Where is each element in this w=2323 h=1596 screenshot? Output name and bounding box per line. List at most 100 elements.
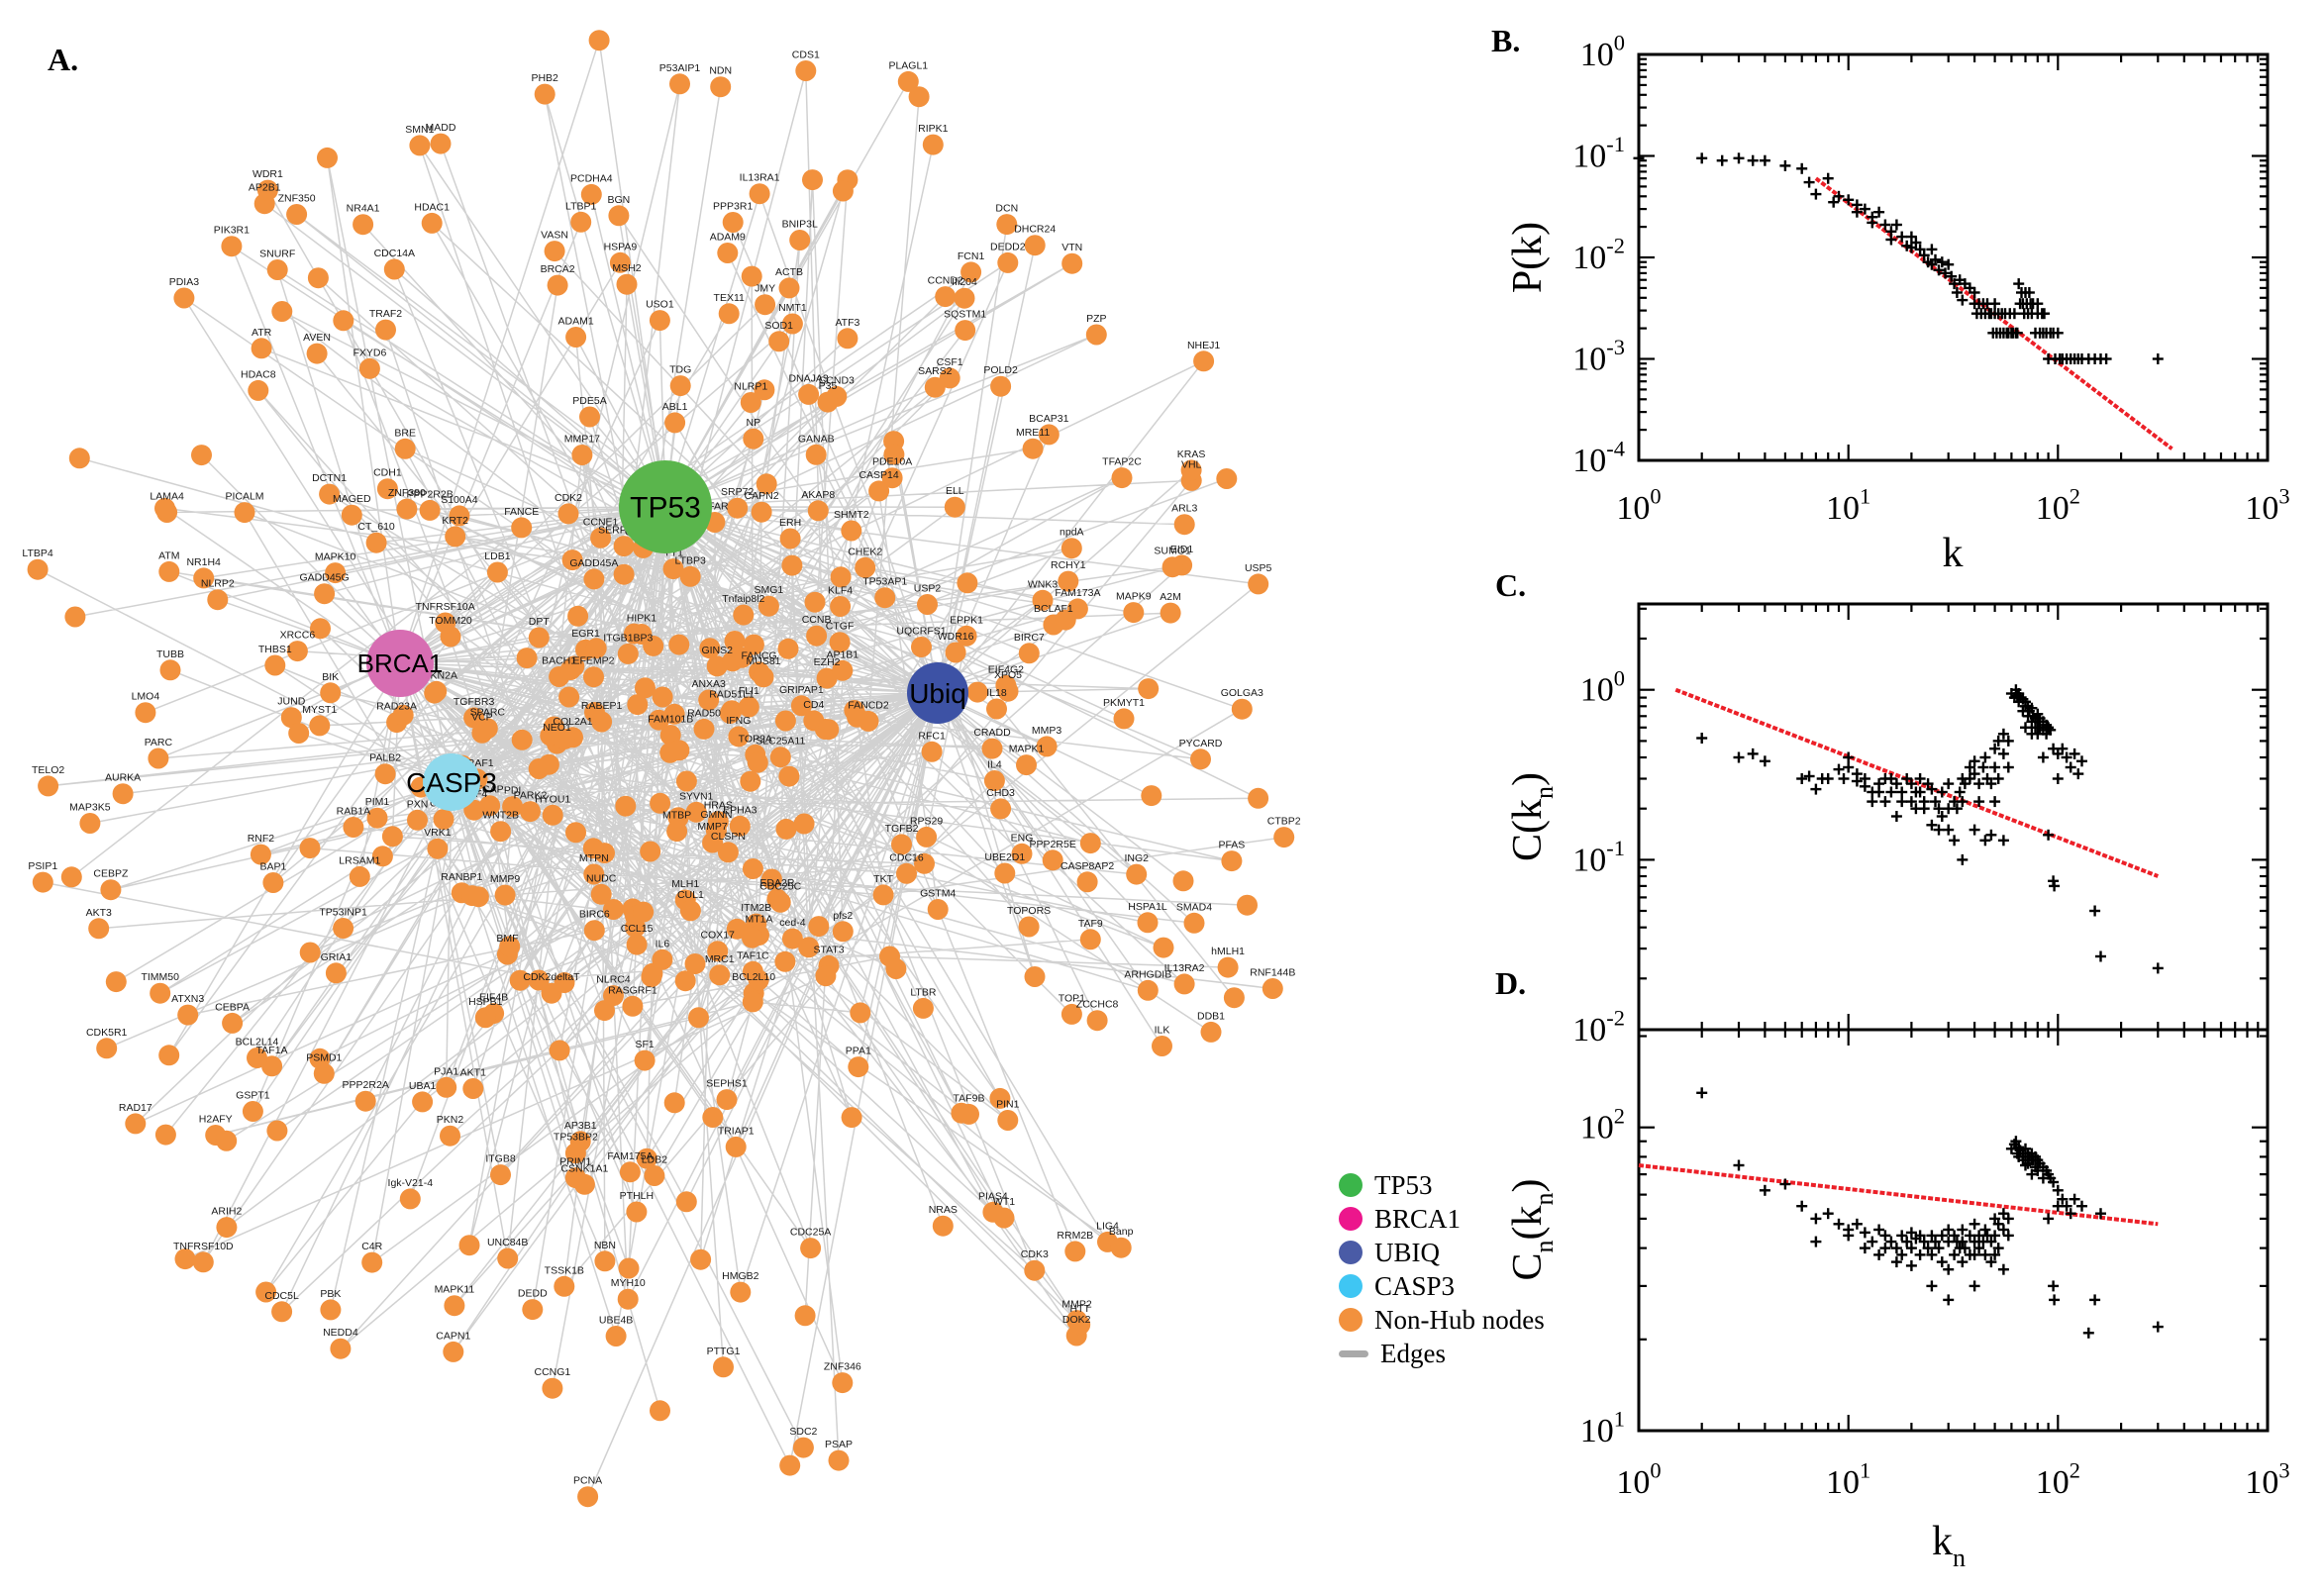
svg-text:BACH1: BACH1 [542, 655, 576, 667]
node-swatch-icon [1339, 1173, 1363, 1197]
legend-item-ubiq: UBIQ [1339, 1237, 1545, 1267]
svg-text:100: 100 [1580, 31, 1625, 73]
svg-text:ADAM1: ADAM1 [558, 316, 594, 328]
svg-text:RRM2B: RRM2B [1057, 1230, 1093, 1242]
svg-text:AP1B1: AP1B1 [826, 648, 858, 660]
svg-text:TAF9: TAF9 [1078, 918, 1103, 930]
svg-text:TIMM50: TIMM50 [141, 971, 179, 983]
svg-text:CDC5L: CDC5L [264, 1290, 299, 1302]
svg-text:PKN2: PKN2 [437, 1114, 464, 1126]
svg-text:RCHY1: RCHY1 [1051, 559, 1086, 571]
svg-text:TSSK1B: TSSK1B [545, 1264, 584, 1276]
svg-text:FAM175A: FAM175A [607, 1150, 653, 1162]
svg-text:EPPK1: EPPK1 [950, 614, 983, 626]
svg-text:PDI: PDI [504, 785, 522, 797]
svg-text:NR1H4: NR1H4 [186, 556, 221, 568]
x-axis-label: k [1943, 531, 1964, 576]
svg-text:BCAP31: BCAP31 [1029, 413, 1068, 425]
svg-text:CDH1: CDH1 [373, 467, 402, 479]
legend-label: UBIQ [1374, 1237, 1440, 1267]
svg-text:101: 101 [1826, 484, 1870, 527]
svg-text:FLI1: FLI1 [739, 685, 759, 697]
svg-text:TELO2: TELO2 [32, 764, 64, 776]
svg-text:102: 102 [2036, 1458, 2080, 1501]
svg-text:THBS1: THBS1 [258, 644, 292, 655]
legend-item-tp53: TP53 [1339, 1170, 1545, 1200]
svg-text:PIK3R1: PIK3R1 [214, 225, 250, 237]
svg-text:PRIM1: PRIM1 [559, 1156, 591, 1168]
svg-text:COX17: COX17 [700, 930, 735, 942]
hub-casp3: CASP3 [406, 753, 497, 811]
legend-item-brca1: BRCA1 [1339, 1203, 1545, 1234]
svg-text:DCN: DCN [995, 203, 1018, 215]
legend-label: BRCA1 [1374, 1203, 1462, 1234]
svg-text:PPP3R1: PPP3R1 [713, 201, 753, 213]
svg-text:CDC25A: CDC25A [790, 1227, 831, 1239]
svg-text:CDC16: CDC16 [889, 851, 924, 863]
panel-b: 100 10-1 10-2 10-3 10-4 100 101 102 103 B. P(k) k [1491, 23, 2290, 576]
svg-text:TRAF2: TRAF2 [369, 308, 402, 320]
svg-text:NLRC4: NLRC4 [596, 974, 631, 986]
svg-text:Ifi204: Ifi204 [952, 276, 977, 288]
svg-text:SEPHS1: SEPHS1 [706, 1078, 748, 1090]
svg-text:DOK2: DOK2 [1062, 1314, 1091, 1326]
svg-text:ANXA3: ANXA3 [691, 678, 726, 690]
svg-text:NHEJ1: NHEJ1 [1187, 340, 1220, 351]
svg-text:Igk-V21-4: Igk-V21-4 [388, 1177, 434, 1189]
svg-text:RNF2: RNF2 [248, 833, 275, 845]
svg-text:SOD1: SOD1 [764, 320, 793, 332]
plot-frame [1637, 52, 2270, 462]
svg-text:TKT: TKT [873, 873, 893, 885]
svg-text:RNF144B: RNF144B [1250, 967, 1295, 979]
svg-text:PDIA3: PDIA3 [169, 276, 200, 288]
svg-text:CDK5R1: CDK5R1 [86, 1027, 128, 1039]
svg-text:DDB1: DDB1 [1197, 1010, 1225, 1022]
svg-text:10-3: 10-3 [1572, 335, 1625, 377]
svg-text:pfs2: pfs2 [833, 910, 853, 922]
tick-labels: 100 10-1 10-2 [1572, 665, 1625, 1048]
svg-text:RAD50: RAD50 [687, 707, 721, 719]
non-hub-nodes [27, 30, 1295, 1508]
svg-text:IFNG: IFNG [726, 715, 751, 727]
legend-label: Non-Hub nodes [1374, 1304, 1545, 1335]
svg-text:NLRP1: NLRP1 [734, 381, 767, 393]
legend-label: CASP3 [1374, 1270, 1456, 1301]
svg-text:MMP2: MMP2 [1061, 1299, 1091, 1311]
y-axis-label: Cn(kn) [1505, 1178, 1559, 1280]
tick-labels: 100 10-1 10-2 10-3 10-4 100 101 102 103 [1572, 31, 2289, 527]
svg-text:ILK: ILK [1155, 1025, 1170, 1037]
svg-text:AKT1: AKT1 [460, 1067, 486, 1079]
svg-text:TDG: TDG [669, 364, 691, 376]
svg-text:CCNG1: CCNG1 [535, 1366, 571, 1378]
svg-text:NBN: NBN [594, 1240, 616, 1251]
svg-text:PARK2: PARK2 [514, 790, 548, 802]
scatter-points [1696, 1087, 2164, 1339]
svg-text:CCND3: CCND3 [819, 374, 855, 386]
svg-text:PCDHA4: PCDHA4 [570, 172, 613, 184]
svg-text:EPHA3: EPHA3 [723, 804, 758, 816]
svg-text:XPO5: XPO5 [994, 669, 1022, 681]
panel-letter: B. [1491, 23, 1520, 58]
svg-text:CASP14: CASP14 [858, 469, 898, 481]
legend: TP53 BRCA1 UBIQ CASP3 Non-Hub nodes Edges [1339, 1170, 1545, 1368]
svg-text:KRT2: KRT2 [442, 515, 468, 527]
svg-text:AVEN: AVEN [303, 332, 331, 344]
svg-text:HIPK1: HIPK1 [627, 613, 657, 625]
svg-text:GRIPAP1: GRIPAP1 [779, 684, 824, 696]
node-labels: CCNB CDK3 CCND2 GADD45G GADD45A AKAP8 CDC5L SMN… [22, 50, 1300, 1487]
fit-line [1638, 1163, 2159, 1227]
svg-text:BAP1: BAP1 [259, 861, 286, 873]
svg-text:LRSAM1: LRSAM1 [339, 854, 380, 866]
svg-text:TGFBR3: TGFBR3 [454, 696, 495, 708]
node-swatch-icon [1339, 1241, 1363, 1264]
legend-item-non-hub-nodes: Non-Hub nodes [1339, 1304, 1545, 1335]
svg-text:PICALM: PICALM [225, 491, 263, 503]
svg-text:NR4A1: NR4A1 [347, 203, 380, 215]
node-swatch-icon [1339, 1274, 1363, 1298]
svg-text:ZCCHC8: ZCCHC8 [1076, 999, 1119, 1011]
svg-text:CTGF: CTGF [826, 621, 855, 633]
svg-text:WDR16: WDR16 [938, 631, 974, 643]
svg-text:SHMT2: SHMT2 [834, 509, 869, 521]
svg-text:PIN1: PIN1 [996, 1099, 1020, 1111]
svg-text:100: 100 [1616, 1458, 1661, 1501]
